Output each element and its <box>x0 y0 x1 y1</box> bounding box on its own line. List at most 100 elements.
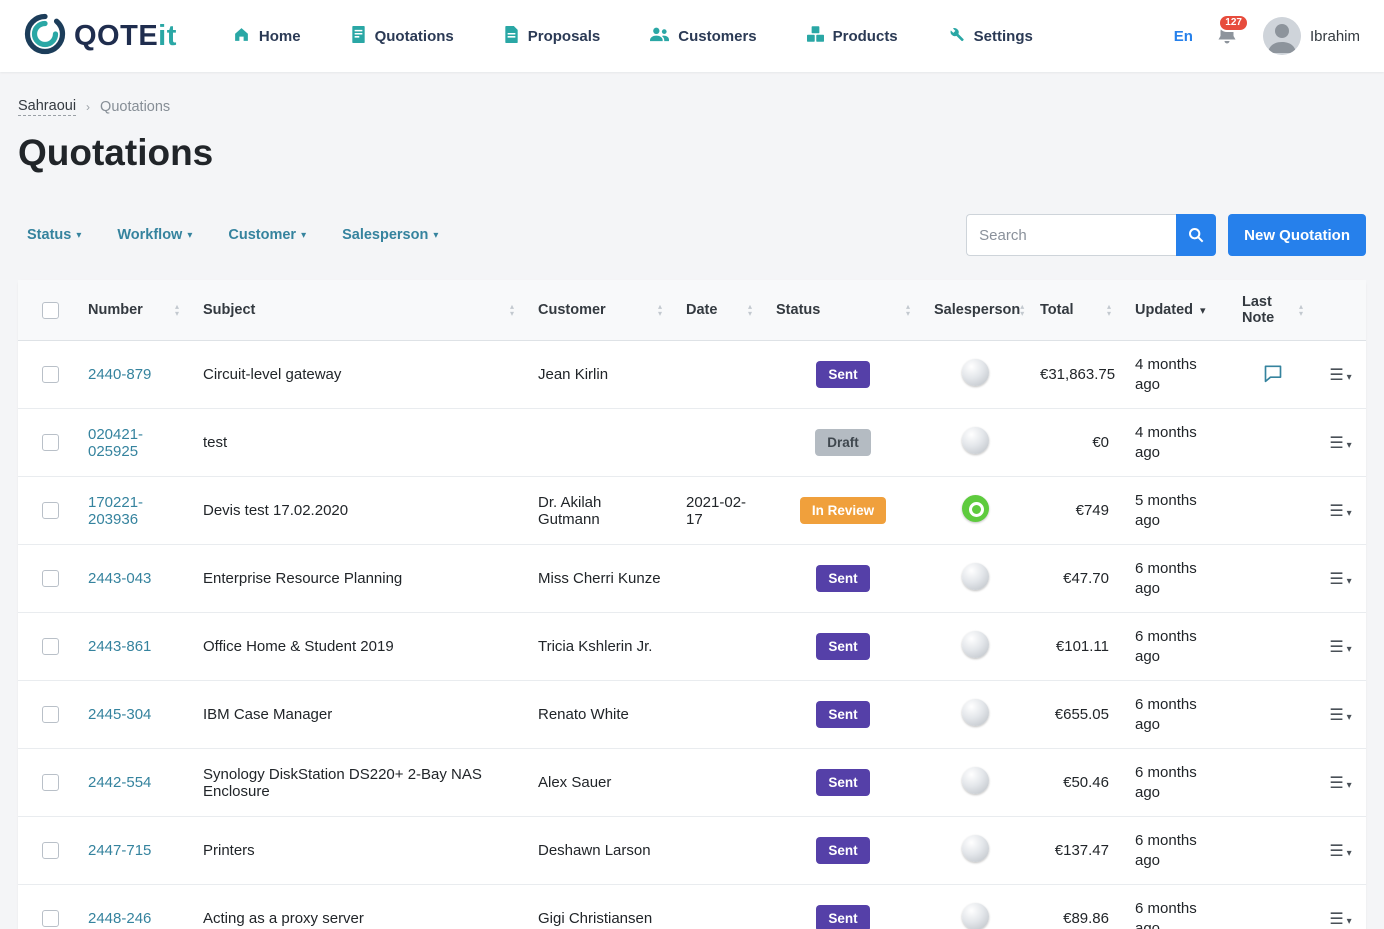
column-header-total[interactable]: Total ▴ ▾ <box>1028 280 1123 341</box>
sort-icon: ▴ ▾ <box>905 302 910 318</box>
chevron-down-icon: ▾ <box>1346 507 1352 519</box>
row-checkbox[interactable] <box>42 638 59 656</box>
quotation-updated: 6 months ago <box>1123 748 1230 817</box>
quotation-number-link[interactable]: 2443-861 <box>88 638 152 655</box>
row-actions-menu[interactable]: ☰ ▾ <box>1329 638 1352 656</box>
chevron-down-icon: ▾ <box>1346 371 1352 383</box>
quotation-number-link[interactable]: 2447-715 <box>88 842 152 859</box>
nav-item-home[interactable]: Home <box>233 26 301 47</box>
quotation-customer: Alex Sauer <box>526 748 674 817</box>
status-badge: Sent <box>816 361 870 388</box>
salesperson-avatar[interactable] <box>961 563 989 590</box>
brand-logo[interactable]: QOTEit <box>24 13 177 60</box>
filter-status[interactable]: Status ▾ <box>27 227 82 243</box>
boxes-icon <box>806 26 824 46</box>
quotation-number-link[interactable]: 020421-025925 <box>88 425 144 460</box>
salesperson-avatar[interactable] <box>961 699 989 726</box>
row-checkbox[interactable] <box>42 774 59 792</box>
sort-desc-icon: ▾ <box>1200 304 1206 317</box>
user-menu[interactable]: Ibrahim <box>1262 17 1360 55</box>
last-note-comment-icon[interactable] <box>1263 365 1283 387</box>
row-actions-menu[interactable]: ☰ ▾ <box>1329 570 1352 588</box>
nav-item-customers[interactable]: Customers <box>650 26 757 46</box>
row-actions-menu[interactable]: ☰ ▾ <box>1329 774 1352 792</box>
sort-icon: ▴ ▾ <box>1020 302 1025 318</box>
quotations-tbody: 2440-879 Circuit-level gateway Jean Kirl… <box>18 340 1366 929</box>
row-actions-menu[interactable]: ☰ ▾ <box>1329 910 1352 928</box>
quotation-number-link[interactable]: 2442-554 <box>88 774 152 791</box>
quotation-number-link[interactable]: 2445-304 <box>88 706 152 723</box>
quotation-number-link[interactable]: 170221-203936 <box>88 493 144 528</box>
chevron-down-icon: ▾ <box>76 229 82 241</box>
column-header-updated[interactable]: Updated ▾ <box>1123 280 1230 341</box>
nav-item-settings[interactable]: Settings <box>948 26 1033 47</box>
status-badge: Sent <box>816 837 870 864</box>
salesperson-avatar[interactable] <box>961 427 989 454</box>
row-checkbox[interactable] <box>42 706 59 724</box>
quotation-updated: 4 months ago <box>1123 408 1230 477</box>
new-quotation-button[interactable]: New Quotation <box>1228 214 1366 256</box>
row-checkbox[interactable] <box>42 570 59 588</box>
quotation-total: €47.70 <box>1028 544 1123 613</box>
notifications-button[interactable]: 127 <box>1215 14 1249 49</box>
home-icon <box>233 26 250 47</box>
salesperson-avatar[interactable] <box>961 767 989 794</box>
brand-name: QOTEit <box>74 19 177 52</box>
quotation-number-link[interactable]: 2443-043 <box>88 570 152 587</box>
user-name: Ibrahim <box>1309 27 1360 45</box>
table-row: 2443-861 Office Home & Student 2019 Tric… <box>18 612 1366 681</box>
column-header-status[interactable]: Status ▴ ▾ <box>764 280 922 341</box>
row-checkbox[interactable] <box>42 366 59 384</box>
quotation-total: €749 <box>1028 476 1123 545</box>
select-all-checkbox[interactable] <box>42 301 59 319</box>
filter-salesperson[interactable]: Salesperson ▾ <box>342 227 439 243</box>
quotation-date <box>674 748 764 817</box>
filter-workflow[interactable]: Workflow ▾ <box>117 227 193 243</box>
search-button[interactable] <box>1176 214 1217 256</box>
column-header-subject[interactable]: Subject ▴ ▾ <box>191 280 526 341</box>
row-actions-menu[interactable]: ☰ ▾ <box>1329 706 1352 724</box>
column-header-last-note[interactable]: Last Note ▴ ▾ <box>1230 280 1315 341</box>
filter-customer[interactable]: Customer ▾ <box>228 227 307 243</box>
salesperson-avatar[interactable] <box>961 359 989 386</box>
row-actions-menu[interactable]: ☰ ▾ <box>1329 842 1352 860</box>
nav-item-proposals[interactable]: Proposals <box>504 25 600 47</box>
chevron-down-icon: ▾ <box>1346 643 1352 655</box>
row-checkbox[interactable] <box>42 434 59 452</box>
quotation-subject: Acting as a proxy server <box>191 884 526 929</box>
quotation-number-link[interactable]: 2448-246 <box>88 910 152 927</box>
row-actions-menu[interactable]: ☰ ▾ <box>1329 434 1352 452</box>
search-input[interactable] <box>966 214 1177 256</box>
search-group <box>966 214 1217 256</box>
tools-icon <box>948 26 965 47</box>
row-checkbox[interactable] <box>42 910 59 928</box>
nav-item-quotations[interactable]: Quotations <box>351 25 454 47</box>
quotation-updated: 6 months ago <box>1123 680 1230 749</box>
quotation-number-link[interactable]: 2440-879 <box>88 366 152 383</box>
row-actions-menu[interactable]: ☰ ▾ <box>1329 502 1352 520</box>
salesperson-avatar[interactable] <box>961 631 989 658</box>
breadcrumb-parent-link[interactable]: Sahraoui <box>18 98 77 116</box>
row-actions-menu[interactable]: ☰ ▾ <box>1329 366 1352 384</box>
salesperson-avatar[interactable] <box>961 495 989 522</box>
quotation-subject: Circuit-level gateway <box>191 340 526 409</box>
column-header-customer[interactable]: Customer ▴ ▾ <box>526 280 674 341</box>
column-header-number[interactable]: Number ▴ ▾ <box>76 280 191 341</box>
row-checkbox[interactable] <box>42 842 59 860</box>
column-header-date[interactable]: Date ▴ ▾ <box>674 280 764 341</box>
quotations-table-card: Number ▴ ▾ Subject ▴ ▾ Customer ▴ ▾ Date ▴ ▾ Sta… <box>18 280 1366 929</box>
salesperson-avatar[interactable] <box>961 903 989 929</box>
quotation-subject: Office Home & Student 2019 <box>191 612 526 681</box>
column-header-salesperson[interactable]: Salesperson ▴ ▾ <box>922 280 1028 341</box>
quotation-subject: Enterprise Resource Planning <box>191 544 526 613</box>
quotation-date <box>674 680 764 749</box>
file-icon <box>504 25 519 47</box>
nav-item-products[interactable]: Products <box>806 26 898 46</box>
main-nav: Home Quotations Proposals Customers Prod… <box>233 25 1033 47</box>
table-row: 2445-304 IBM Case Manager Renato White S… <box>18 680 1366 749</box>
table-row: 2440-879 Circuit-level gateway Jean Kirl… <box>18 340 1366 409</box>
chevron-down-icon: ▾ <box>1346 779 1352 791</box>
row-checkbox[interactable] <box>42 502 59 520</box>
salesperson-avatar[interactable] <box>961 835 989 862</box>
language-selector[interactable]: En <box>1173 27 1193 45</box>
